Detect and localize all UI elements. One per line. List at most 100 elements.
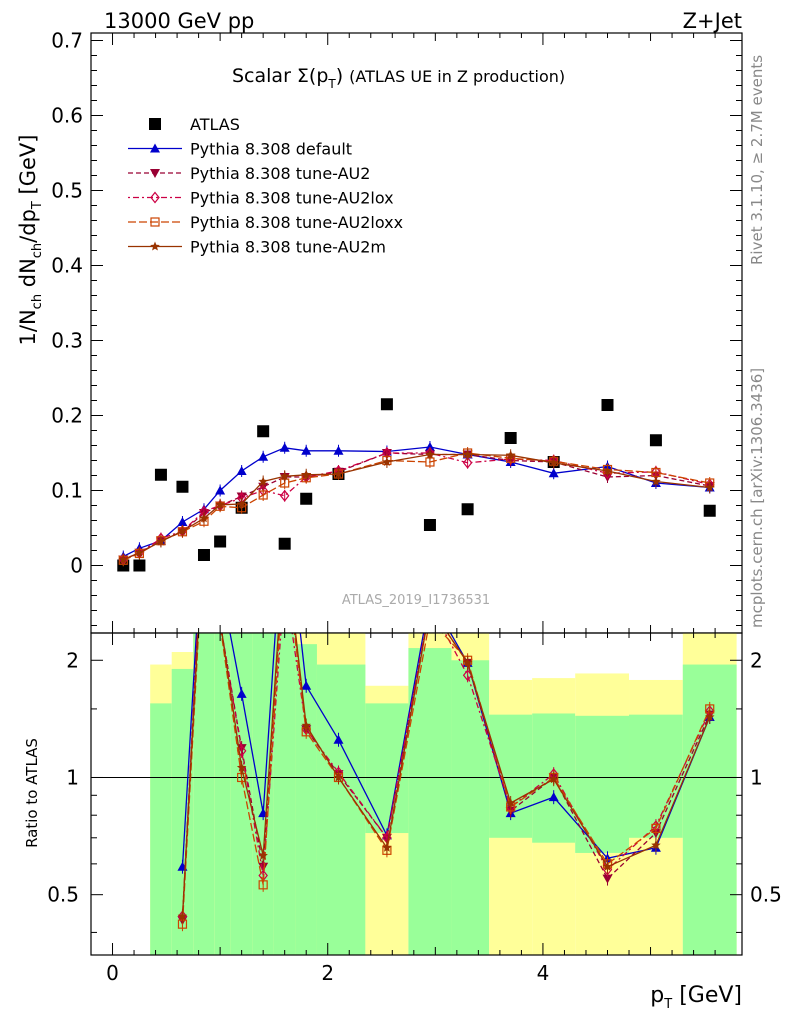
atlas-data-point (461, 503, 474, 516)
series-marker (424, 442, 435, 451)
uncertainty-band-green (252, 633, 274, 955)
uncertainty-band-green (575, 715, 630, 853)
ratio-y-tick-label: 0.5 (47, 883, 79, 907)
series-marker (602, 466, 613, 475)
ratio-marker (281, 576, 289, 586)
atlas-data-point (176, 480, 189, 493)
ratio-marker (215, 616, 225, 625)
series-marker (301, 469, 311, 479)
series-marker (425, 449, 435, 459)
legend-marker (150, 191, 160, 204)
series-marker (236, 499, 247, 508)
series-marker (177, 526, 188, 535)
legend-marker (150, 143, 160, 153)
ratio-line (181, 633, 711, 917)
series-marker (236, 466, 247, 475)
series-marker (279, 471, 290, 481)
ratio-marker (651, 840, 661, 850)
series-marker (462, 456, 473, 469)
ratio-marker (301, 720, 311, 730)
ratio-marker (426, 615, 434, 623)
series-marker (199, 513, 209, 523)
ratio-marker (236, 688, 247, 698)
series-line (123, 446, 710, 558)
legend-marker (150, 169, 160, 178)
ratio-marker (301, 680, 312, 690)
legend-marker (150, 217, 160, 227)
legend: ATLAS Pythia 8.308 default Pythia 8.308 tu… (128, 115, 403, 257)
ratio-marker (462, 657, 473, 667)
series-marker (134, 547, 145, 557)
series-marker (258, 476, 268, 486)
series-marker (548, 468, 559, 478)
series-marker (279, 489, 290, 502)
ratio-marker (236, 762, 247, 772)
ratio-marker (705, 712, 715, 721)
series-marker (382, 457, 392, 466)
legend-marker (150, 241, 160, 251)
x-tick-label: 4 (537, 961, 550, 985)
ratio-marker (602, 861, 613, 871)
header-left: 13000 GeV pp (104, 9, 254, 33)
series-marker (705, 482, 715, 492)
x-axis-label: pT [GeV] (650, 983, 742, 1012)
ratio-marker (215, 576, 225, 585)
y-tick-label: 0.5 (51, 179, 83, 203)
header-right: Z+Jet (683, 9, 742, 33)
ratio-y-tick-label: 2 (750, 648, 763, 672)
uncertainty-band-green (150, 703, 172, 955)
y-tick-label: 0.3 (51, 329, 83, 353)
atlas-data-point (703, 504, 716, 517)
ratio-marker (333, 772, 344, 782)
series-marker (462, 449, 473, 459)
uncertainty-band-green (171, 668, 194, 955)
atlas-data-point (133, 559, 146, 572)
series-marker (279, 442, 290, 452)
y-tick-label: 0.6 (51, 104, 83, 128)
uncertainty-band-green (316, 664, 366, 955)
uncertainty-band-green (451, 660, 490, 955)
legend-label: Pythia 8.308 tune-AU2lox (190, 189, 394, 208)
legend-marker (149, 118, 161, 130)
uncertainty-band-green (273, 633, 296, 955)
rivet-label: Rivet 3.1.10, ≥ 2.7M events (748, 55, 766, 265)
atlas-data-point (423, 519, 436, 531)
series-marker (177, 517, 188, 526)
legend-label: Pythia 8.308 tune-AU2loxx (190, 213, 403, 232)
x-tick-label: 2 (321, 961, 334, 985)
legend-label: Pythia 8.308 tune-AU2m (190, 238, 386, 257)
y-tick-label: 0.1 (51, 479, 83, 503)
atlas-data-point (649, 434, 662, 447)
y-tick-label: 0.2 (51, 404, 83, 428)
series-marker (333, 445, 344, 455)
ratio-marker (200, 531, 208, 539)
ratio-y-tick-label: 1 (750, 765, 763, 789)
series-line (123, 452, 710, 561)
main-ylabel: 1/Nch dNch/dpT [GeV] (16, 135, 45, 346)
ratio-y-tick-label: 2 (66, 648, 79, 672)
series-marker (258, 451, 269, 461)
ratio-marker (333, 734, 344, 744)
series-marker (333, 469, 344, 478)
watermark: ATLAS_2019_I1736531 (342, 593, 490, 608)
atlas-data-point (380, 398, 393, 411)
ratio-marker (602, 874, 613, 884)
atlas-data-point (214, 535, 227, 548)
uncertainty-band-green (230, 633, 253, 955)
ratio-marker (382, 842, 392, 852)
main-panel: 0 0.1 0.2 0.3 0.4 0.5 0.6 0.7 Scalar Σ(pT) (ATLA… (16, 29, 743, 634)
ratio-line (181, 633, 711, 925)
ratio-y-tick-label: 0.5 (750, 883, 782, 907)
atlas-data-point (504, 432, 517, 444)
main-frame (90, 32, 743, 634)
series-marker (156, 536, 166, 546)
ratio-frame (90, 632, 743, 956)
series-marker (301, 445, 312, 455)
ratio-marker (505, 798, 516, 807)
ratio-y-tick-label: 1 (66, 765, 79, 789)
ratio-marker (548, 792, 559, 802)
atlas-data-point (154, 468, 167, 481)
ratio-marker (548, 774, 559, 784)
ratio-panel: 0.5 0.5 1 1 2 2 0 2 4 Ratio to ATLAS pT [GeV] (23, 531, 782, 1012)
